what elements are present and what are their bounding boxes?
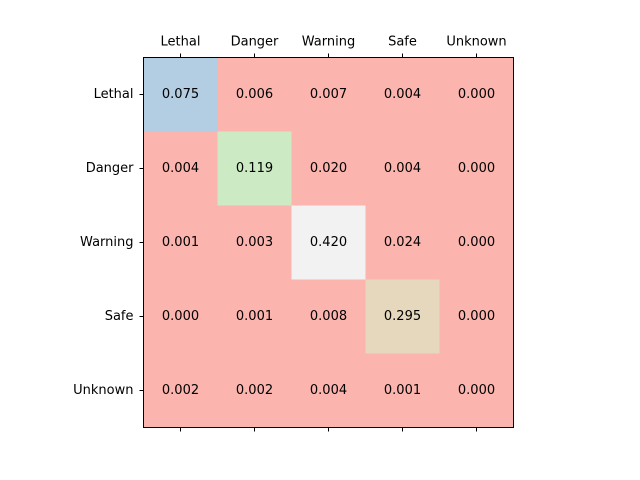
cell-value-label: 0.000	[458, 309, 495, 324]
cell-value-label: 0.004	[384, 161, 421, 176]
plot-frame	[143, 57, 514, 428]
cell-value-label: 0.001	[236, 309, 273, 324]
x-tick-label: Safe	[388, 35, 417, 50]
heatmap-cell-4-1	[217, 353, 292, 428]
heatmap-cell-3-4	[439, 279, 514, 354]
cell-value-label: 0.008	[310, 309, 347, 324]
cell-value-label: 0.000	[458, 161, 495, 176]
x-axis-bottom-ticks	[180, 427, 477, 432]
heatmap-cell-1-4	[439, 131, 514, 206]
cell-value-label: 0.001	[162, 235, 199, 250]
y-tick-label: Unknown	[73, 383, 133, 398]
heatmap-cell-1-3	[365, 131, 440, 206]
heatmap-cells	[143, 57, 514, 428]
x-tick-label: Warning	[302, 35, 355, 50]
heatmap-cell-0-0	[143, 57, 218, 132]
cell-value-label: 0.420	[310, 235, 347, 250]
cell-value-label: 0.000	[458, 383, 495, 398]
cell-value-label: 0.002	[236, 383, 273, 398]
heatmap-cell-4-3	[365, 353, 440, 428]
cell-value-label: 0.002	[162, 383, 199, 398]
cell-value-label: 0.119	[236, 161, 273, 176]
x-axis-top-ticks: Lethal Danger Warning Safe Unknown	[161, 35, 507, 58]
x-tick-label: Lethal	[161, 35, 201, 50]
y-tick-label: Lethal	[94, 87, 134, 102]
heatmap-cell-0-1	[217, 57, 292, 132]
cell-value-label: 0.006	[236, 87, 273, 102]
heatmap-cell-1-1	[217, 131, 292, 206]
heatmap-cell-0-3	[365, 57, 440, 132]
cell-value-label: 0.295	[384, 309, 421, 324]
y-tick-label: Warning	[80, 235, 133, 250]
heatmap-cell-4-4	[439, 353, 514, 428]
cell-value-label: 0.024	[384, 235, 421, 250]
heatmap-cell-2-4	[439, 205, 514, 280]
cell-value-label: 0.020	[310, 161, 347, 176]
cell-value-label: 0.000	[458, 235, 495, 250]
heatmap-cell-3-2	[291, 279, 366, 354]
heatmap-cell-2-2	[291, 205, 366, 280]
heatmap-cell-2-3	[365, 205, 440, 280]
heatmap-cell-2-1	[217, 205, 292, 280]
y-axis-ticks: Lethal Danger Warning Safe Unknown	[73, 87, 144, 398]
heatmap-cell-4-2	[291, 353, 366, 428]
cell-value-label: 0.004	[310, 383, 347, 398]
cell-value-label: 0.001	[384, 383, 421, 398]
heatmap-cell-0-4	[439, 57, 514, 132]
cell-value-label: 0.003	[236, 235, 273, 250]
heatmap-cell-1-2	[291, 131, 366, 206]
heatmap-cell-0-2	[291, 57, 366, 132]
heatmap-cell-2-0	[143, 205, 218, 280]
y-tick-label: Safe	[105, 309, 134, 324]
heatmap-cell-3-1	[217, 279, 292, 354]
cell-value-label: 0.000	[458, 87, 495, 102]
x-tick-label: Danger	[231, 35, 279, 50]
x-tick-label: Unknown	[446, 35, 506, 50]
y-tick-label: Danger	[86, 161, 134, 176]
cell-value-label: 0.004	[384, 87, 421, 102]
heatmap-cell-labels: 0.075 0.006 0.007 0.004 0.000 0.004 0.119 0.020…	[162, 87, 495, 398]
heatmap-cell-3-3	[365, 279, 440, 354]
heatmap-cell-1-0	[143, 131, 218, 206]
heatmap-cell-3-0	[143, 279, 218, 354]
heatmap-cell-4-0	[143, 353, 218, 428]
cell-value-label: 0.000	[162, 309, 199, 324]
cell-value-label: 0.004	[162, 161, 199, 176]
cell-value-label: 0.075	[162, 87, 199, 102]
cell-value-label: 0.007	[310, 87, 347, 102]
